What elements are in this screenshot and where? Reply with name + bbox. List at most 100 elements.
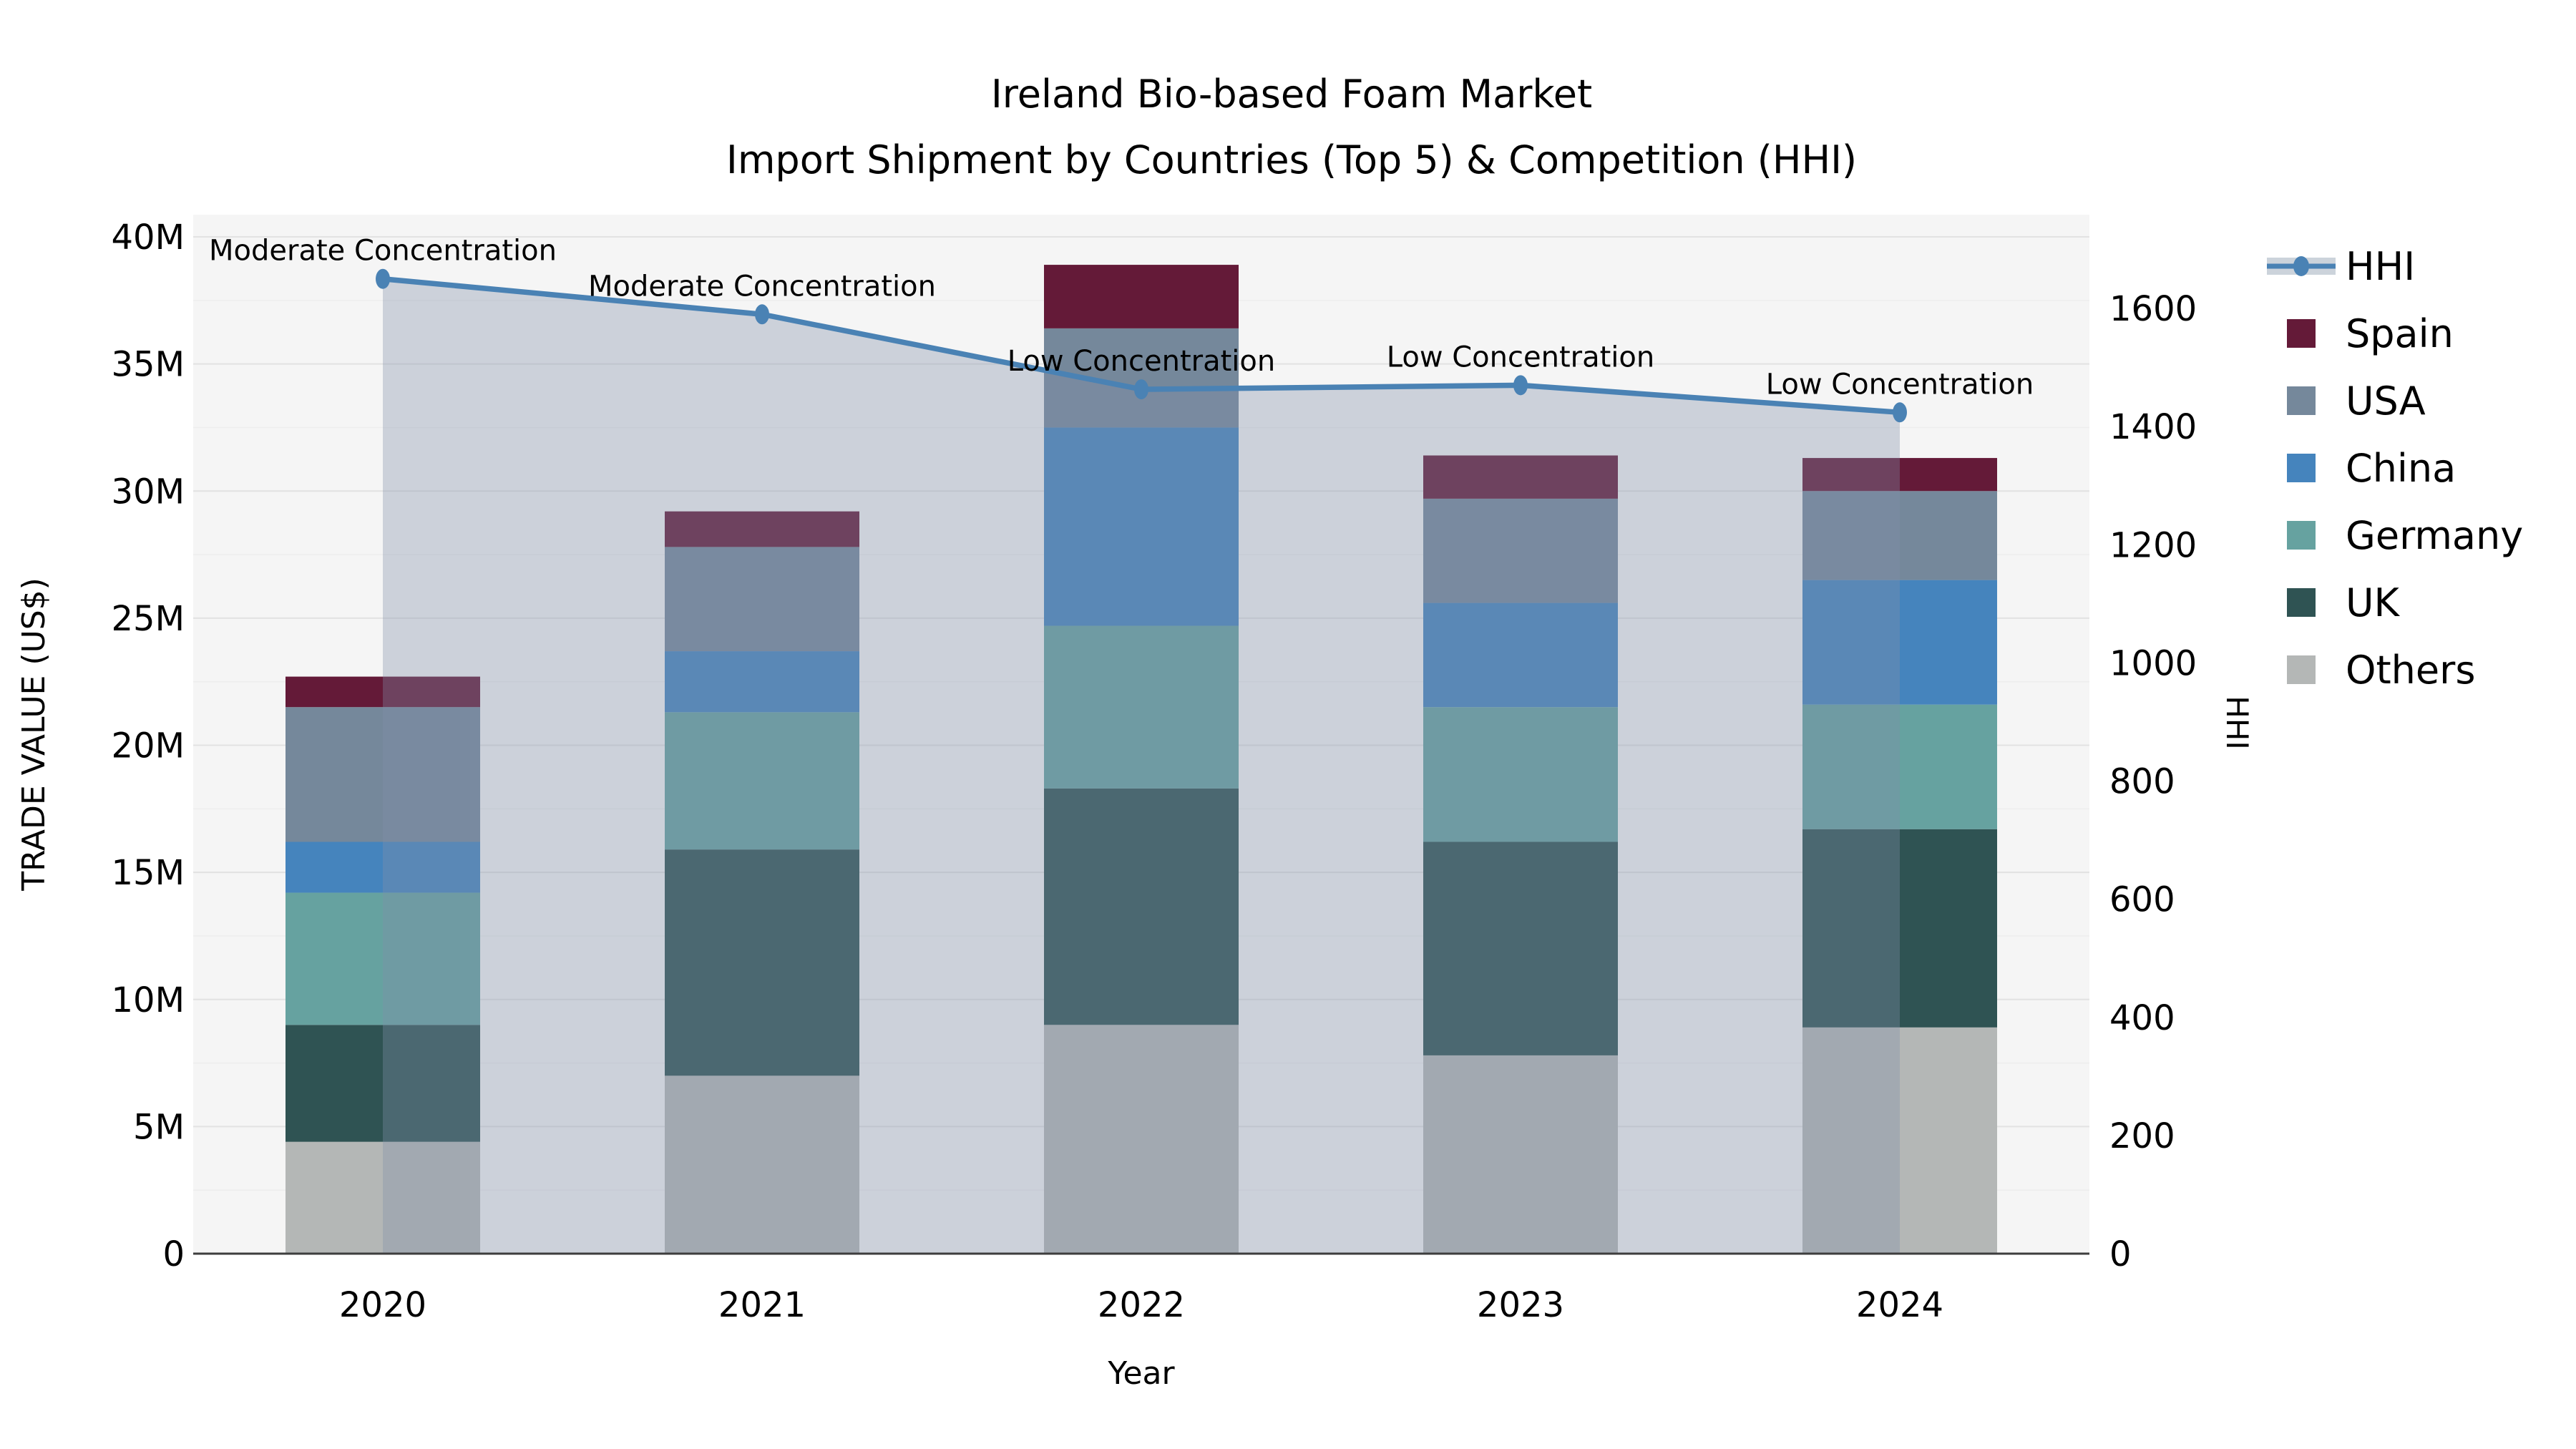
bar-segment-uk-2023: [1423, 841, 1618, 1055]
bar-segment-china-2020: [286, 841, 480, 893]
left-axis-tick-labels: 0 5M 10M 15M 20M 25M 30M 35M 40M: [112, 218, 185, 1274]
legend-item-spain: Spain: [2287, 311, 2454, 356]
bar-segment-germany-2023: [1423, 707, 1618, 842]
bar-2024: [1802, 458, 1997, 1254]
legend-hhi-marker: [2293, 256, 2309, 276]
hhi-area: [383, 278, 1900, 1254]
legend-label-hhi: HHI: [2346, 244, 2415, 289]
legend-swatch-uk: [2287, 588, 2316, 617]
bar-segment-germany-2020: [286, 892, 480, 1025]
legend-label-usa: USA: [2346, 379, 2426, 424]
bar-segment-others-2021: [665, 1075, 859, 1254]
x-tick-2021: 2021: [718, 1285, 806, 1325]
left-tick-25M: 25M: [112, 599, 185, 639]
bar-segment-uk-2022: [1044, 788, 1239, 1025]
legend-item-others: Others: [2287, 648, 2475, 693]
bar-2021: [665, 511, 859, 1254]
left-tick-30M: 30M: [112, 472, 185, 512]
bar-segment-usa-2020: [286, 707, 480, 842]
right-tick-1000: 1000: [2109, 643, 2197, 683]
annotation-2024: Low Concentration: [1766, 368, 2034, 401]
legend-label-germany: Germany: [2346, 513, 2523, 558]
bar-segment-spain-2023: [1423, 455, 1618, 499]
bar-segment-others-2022: [1044, 1025, 1239, 1254]
x-tick-2023: 2023: [1477, 1285, 1564, 1325]
right-axis-tick-labels: 0 200 400 600 800 1000 1200 1400 1600: [2109, 289, 2197, 1274]
right-tick-600: 600: [2109, 880, 2175, 920]
bar-segment-germany-2021: [665, 712, 859, 850]
stacked-bars: [286, 265, 1997, 1254]
annotation-2021: Moderate Concentration: [588, 270, 936, 303]
bar-segment-uk-2024: [1802, 829, 1997, 1028]
right-tick-1600: 1600: [2109, 289, 2197, 329]
legend-swatch-usa: [2287, 386, 2316, 415]
bar-segment-china-2022: [1044, 427, 1239, 626]
bar-segment-spain-2020: [286, 676, 480, 708]
left-y-axis-title: TRADE VALUE (US$): [16, 577, 52, 892]
x-axis-title: Year: [1107, 1355, 1175, 1392]
annotations: Moderate Concentration Moderate Concentra…: [209, 235, 2034, 401]
legend-swatch-germany: [2287, 521, 2316, 550]
bar-segment-uk-2020: [286, 1025, 480, 1142]
bar-segment-germany-2022: [1044, 625, 1239, 789]
x-tick-2020: 2020: [339, 1285, 426, 1325]
left-tick-20M: 20M: [112, 726, 185, 766]
bar-2022: [1044, 265, 1239, 1254]
left-tick-0: 0: [162, 1234, 185, 1274]
left-tick-35M: 35M: [112, 345, 185, 385]
chart-title-line2: Import Shipment by Countries (Top 5) & C…: [726, 137, 1857, 182]
bar-segment-china-2021: [665, 651, 859, 713]
chart-title-line1: Ireland Bio-based Foam Market: [991, 72, 1592, 117]
left-tick-40M: 40M: [112, 218, 185, 258]
hhi-marker-2022: [1134, 379, 1148, 400]
bar-segment-others-2023: [1423, 1055, 1618, 1254]
legend-item-uk: UK: [2287, 580, 2401, 625]
right-tick-0: 0: [2109, 1234, 2132, 1274]
left-tick-5M: 5M: [133, 1107, 185, 1147]
right-tick-400: 400: [2109, 998, 2175, 1038]
bar-segment-usa-2021: [665, 547, 859, 652]
annotation-2022: Low Concentration: [1008, 345, 1275, 378]
bar-segment-china-2024: [1802, 580, 1997, 705]
hhi-marker-2024: [1893, 402, 1907, 423]
annotation-2020: Moderate Concentration: [209, 235, 557, 268]
legend-swatch-others: [2287, 655, 2316, 684]
right-tick-800: 800: [2109, 762, 2175, 802]
hhi-marker-2021: [755, 304, 769, 325]
bar-segment-germany-2024: [1802, 704, 1997, 829]
legend-swatch-china: [2287, 454, 2316, 482]
hhi-marker-2023: [1513, 375, 1528, 396]
legend-item-usa: USA: [2287, 379, 2426, 424]
left-tick-10M: 10M: [112, 980, 185, 1020]
legend-swatch-spain: [2287, 319, 2316, 348]
right-tick-200: 200: [2109, 1116, 2175, 1156]
left-tick-15M: 15M: [112, 853, 185, 893]
bar-segment-spain-2021: [665, 511, 859, 547]
right-tick-1400: 1400: [2109, 407, 2197, 447]
hhi-area-fill: [383, 278, 1900, 1254]
legend-label-uk: UK: [2346, 580, 2401, 625]
legend-label-spain: Spain: [2346, 311, 2454, 356]
bar-2023: [1423, 455, 1618, 1254]
x-axis-tick-labels: 2020 2021 2022 2023 2024: [339, 1285, 1943, 1325]
right-tick-1200: 1200: [2109, 525, 2197, 565]
legend-item-germany: Germany: [2287, 513, 2523, 558]
legend-item-china: China: [2287, 446, 2456, 491]
annotation-2023: Low Concentration: [1387, 341, 1654, 374]
x-tick-2024: 2024: [1856, 1285, 1943, 1325]
bar-segment-spain-2024: [1802, 458, 1997, 492]
legend-label-others: Others: [2346, 648, 2475, 693]
bar-segment-china-2023: [1423, 602, 1618, 708]
legend-label-china: China: [2346, 446, 2456, 491]
legend: HHI Spain USA China Germany UK Others: [2267, 244, 2523, 693]
bar-segment-others-2024: [1802, 1027, 1997, 1254]
legend-item-hhi: HHI: [2267, 244, 2415, 289]
bar-segment-others-2020: [286, 1141, 480, 1254]
bar-segment-usa-2023: [1423, 498, 1618, 603]
bar-segment-usa-2024: [1802, 491, 1997, 580]
bar-2020: [286, 676, 480, 1254]
hhi-marker-2020: [376, 268, 390, 289]
bar-segment-uk-2021: [665, 849, 859, 1076]
